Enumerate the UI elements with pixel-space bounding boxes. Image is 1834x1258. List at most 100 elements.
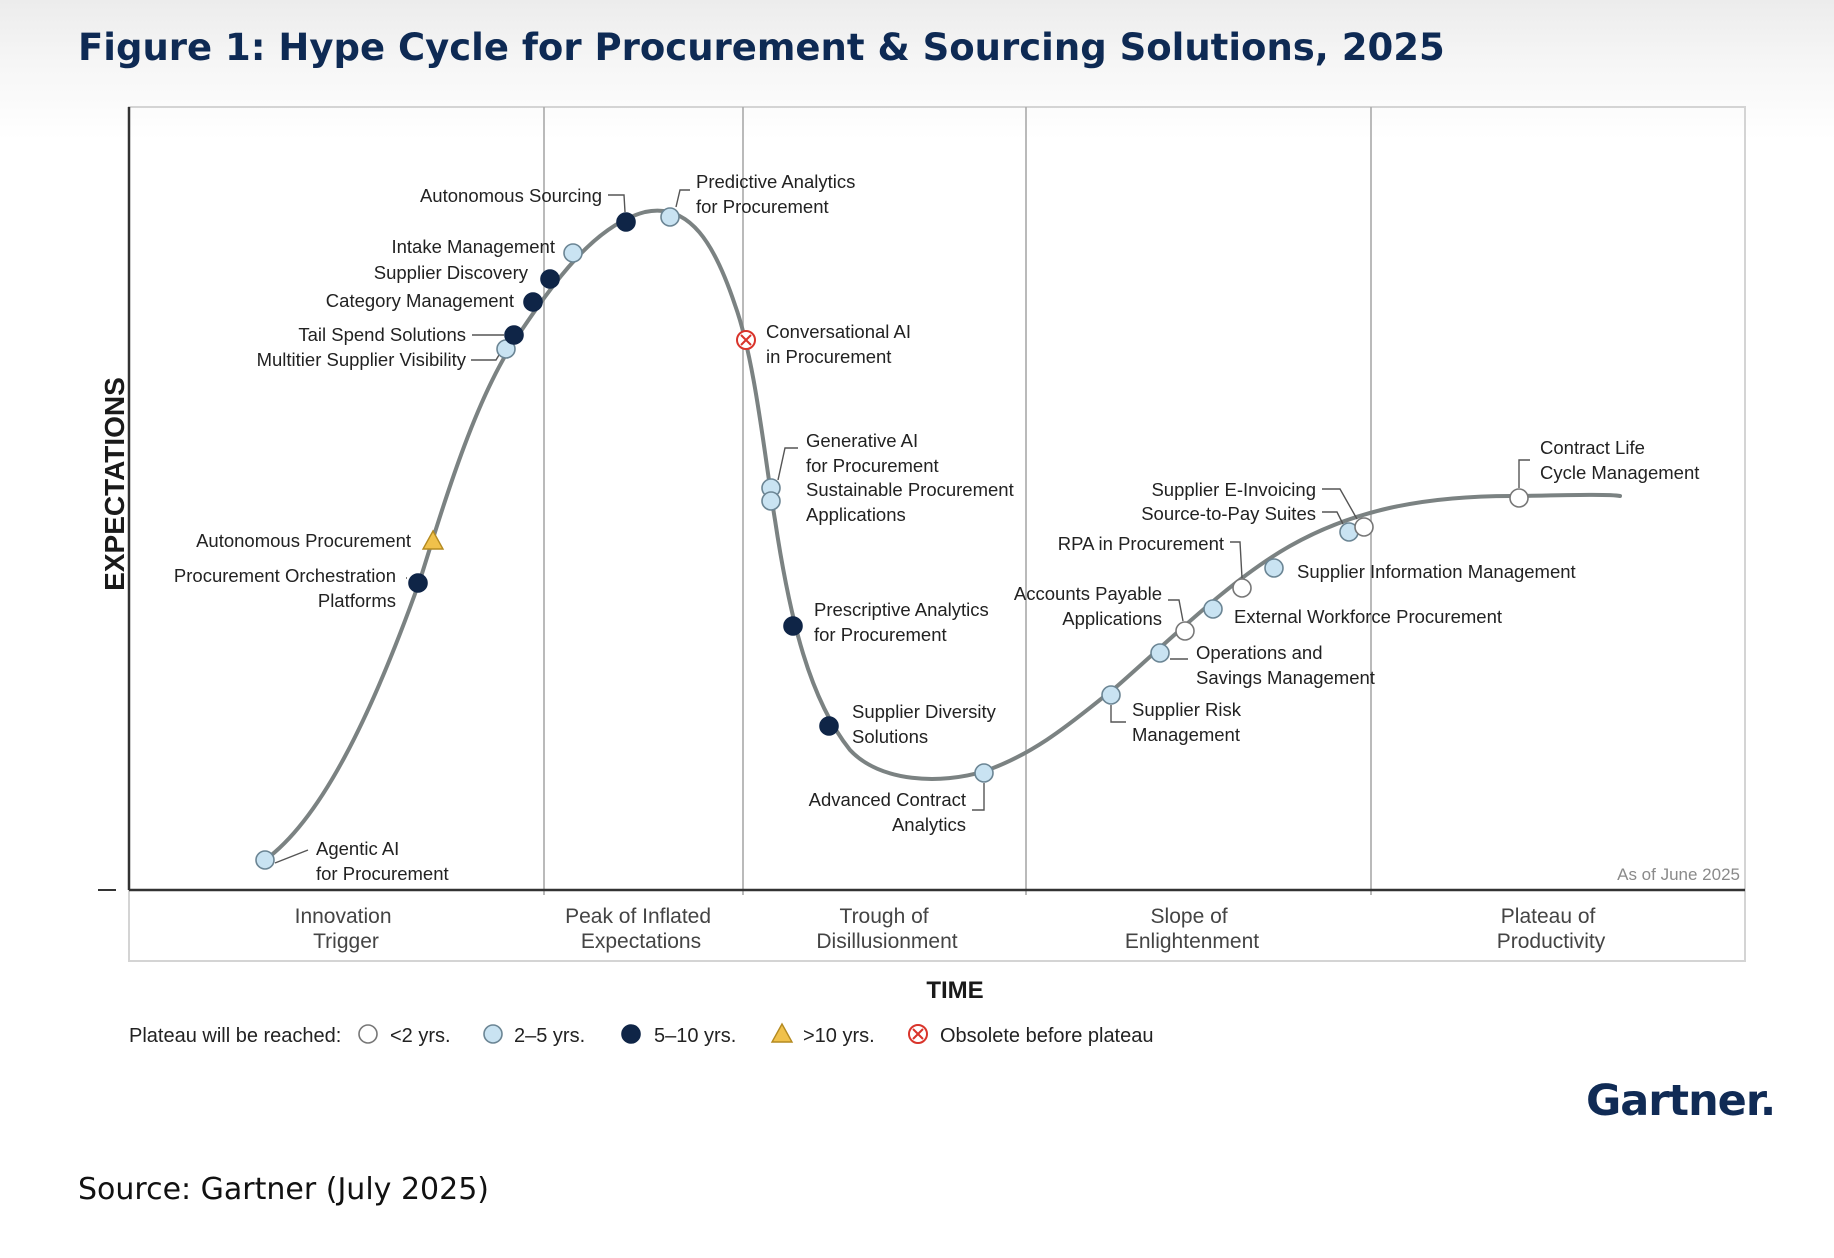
marker-contract-life-cycle-management [1509, 488, 1529, 508]
label-line: Procurement Orchestration [174, 565, 396, 586]
label-supplier-diversity-solutions: Supplier Diversity Solutions [852, 701, 997, 747]
marker-intake-management [563, 243, 583, 263]
label-line: Sustainable Procurement [806, 479, 1014, 500]
label-prescriptive-analytics-for-procurement: Prescriptive Analytics for Procurement [814, 599, 989, 645]
label-line: Predictive Analytics [696, 171, 855, 192]
leader-line-agentic-ai-for-procurement [274, 849, 309, 864]
legend-marker-2to5 [483, 1024, 503, 1044]
label-line: Supplier Risk [1132, 699, 1242, 720]
phase-dividers [543, 107, 1372, 895]
label-source-to-pay-suites: Source-to-Pay Suites [1141, 503, 1316, 524]
label-line: Management [1132, 724, 1240, 745]
marker-accounts-payable-applications [1175, 621, 1195, 641]
gartner-logo: Gartner. [1586, 1076, 1776, 1126]
label-line: Solutions [852, 726, 928, 747]
phase-label-line: Expectations [581, 930, 701, 953]
phase-label-line: Trigger [313, 930, 379, 953]
label-line: Operations and [1196, 642, 1323, 663]
label-line: Prescriptive Analytics [814, 599, 989, 620]
leader-line-source-to-pay-suites [1322, 511, 1344, 525]
label-leader-lines [274, 189, 1530, 864]
leader-line-predictive-analytics-for-procurement [675, 189, 690, 208]
label-line: Supplier Information Management [1297, 561, 1576, 582]
leader-line-advanced-contract-analytics [972, 783, 985, 811]
phase-label-line: Peak of Inflated [565, 905, 711, 928]
label-sustainable-procurement-applications: Sustainable Procurement Applications [806, 479, 1014, 525]
label-accounts-payable-applications: Accounts Payable Applications [1014, 583, 1162, 629]
label-contract-life-cycle-management: Contract Life Cycle Management [1540, 437, 1699, 483]
label-predictive-analytics-for-procurement: Predictive Analytics for Procurement [696, 171, 855, 217]
phase-label-line: Disillusionment [816, 930, 957, 953]
leader-line-multitier-supplier-visibility [471, 354, 500, 361]
marker-procurement-orchestration-platforms [408, 573, 428, 593]
leader-line-accounts-payable-applications [1168, 599, 1184, 622]
label-line: External Workforce Procurement [1234, 606, 1502, 627]
label-operations-and-savings-management: Operations and Savings Management [1196, 642, 1375, 688]
label-multitier-supplier-visibility: Multitier Supplier Visibility [257, 349, 467, 370]
label-line: Analytics [892, 814, 966, 835]
phase-label-line: Enlightenment [1125, 930, 1259, 953]
marker-autonomous-procurement [421, 529, 445, 550]
legend-label-2to5: 2–5 yrs. [514, 1025, 585, 1047]
y-axis-label: EXPECTATIONS [99, 377, 130, 591]
label-external-workforce-procurement: External Workforce Procurement [1234, 606, 1502, 627]
marker-conversational-ai-in-procurement [736, 330, 756, 350]
legend-marker-lt2 [358, 1024, 378, 1044]
marker-external-workforce-procurement [1203, 599, 1223, 619]
marker-supplier-discovery [540, 269, 560, 289]
leader-line-generative-ai-for-procurement [777, 447, 798, 481]
label-supplier-risk-management: Supplier Risk Management [1132, 699, 1242, 745]
label-line: for Procurement [814, 624, 947, 645]
label-category-management: Category Management [326, 290, 514, 311]
label-supplier-e-invoicing: Supplier E-Invoicing [1151, 479, 1316, 500]
marker-category-management [523, 292, 543, 312]
leader-line-supplier-risk-management [1110, 705, 1126, 723]
label-agentic-ai-for-procurement: Agentic AI for Procurement [316, 838, 449, 884]
label-line: Intake Management [391, 236, 555, 257]
as-of-note: As of June 2025 [1617, 865, 1740, 884]
label-line: Applications [1062, 608, 1162, 629]
label-line: for Procurement [806, 455, 939, 476]
marker-operations-and-savings-management [1150, 643, 1170, 663]
phase-label-peak: Peak of Inflated Expectations [565, 905, 717, 953]
label-conversational-ai-in-procurement: Conversational AI in Procurement [766, 321, 911, 367]
label-supplier-discovery: Supplier Discovery [374, 262, 529, 283]
legend-marker-gt10 [770, 1022, 794, 1043]
phase-label-line: Slope of [1151, 905, 1228, 928]
label-line: Generative AI [806, 430, 918, 451]
x-axis-label: TIME [926, 977, 983, 1004]
phase-label-line: Trough of [840, 905, 929, 928]
label-line: Category Management [326, 290, 514, 311]
label-line: Cycle Management [1540, 462, 1699, 483]
label-line: Savings Management [1196, 667, 1375, 688]
label-line: Contract Life [1540, 437, 1645, 458]
marker-autonomous-sourcing [616, 212, 636, 232]
phase-labels: Innovation Trigger Peak of Inflated Expe… [295, 905, 1606, 953]
legend-marker-5to10 [621, 1024, 641, 1044]
label-line: Supplier Diversity [852, 701, 997, 722]
label-line: Supplier Discovery [374, 262, 529, 283]
phase-label-line: Productivity [1497, 930, 1606, 953]
label-line: Source-to-Pay Suites [1141, 503, 1316, 524]
label-line: Autonomous Procurement [196, 530, 411, 551]
leader-line-autonomous-sourcing [608, 194, 626, 213]
legend-marker-obsolete [908, 1024, 928, 1044]
legend-label-5to10: 5–10 yrs. [654, 1025, 736, 1047]
label-line: Autonomous Sourcing [420, 185, 602, 206]
label-procurement-orchestration-platforms: Procurement Orchestration Platforms [174, 565, 396, 611]
marker-supplier-diversity-solutions [819, 716, 839, 736]
source-note: Source: Gartner (July 2025) [78, 1172, 489, 1207]
phase-label-line: Innovation [295, 905, 392, 928]
marker-supplier-information-management [1264, 558, 1284, 578]
technology-labels: Agentic AI for Procurement Procurement Orc… [174, 171, 1699, 884]
label-line: Supplier E-Invoicing [1151, 479, 1316, 500]
label-rpa-in-procurement: RPA in Procurement [1058, 533, 1224, 554]
marker-supplier-risk-management [1101, 685, 1121, 705]
marker-rpa-in-procurement [1232, 578, 1252, 598]
label-tail-spend-solutions: Tail Spend Solutions [298, 324, 466, 345]
phase-label-innovation-trigger: Innovation Trigger [295, 905, 398, 953]
figure-title: Figure 1: Hype Cycle for Procurement & S… [78, 26, 1445, 69]
label-line: for Procurement [316, 863, 449, 884]
legend-label-lt2: <2 yrs. [390, 1025, 451, 1047]
label-line: Conversational AI [766, 321, 911, 342]
